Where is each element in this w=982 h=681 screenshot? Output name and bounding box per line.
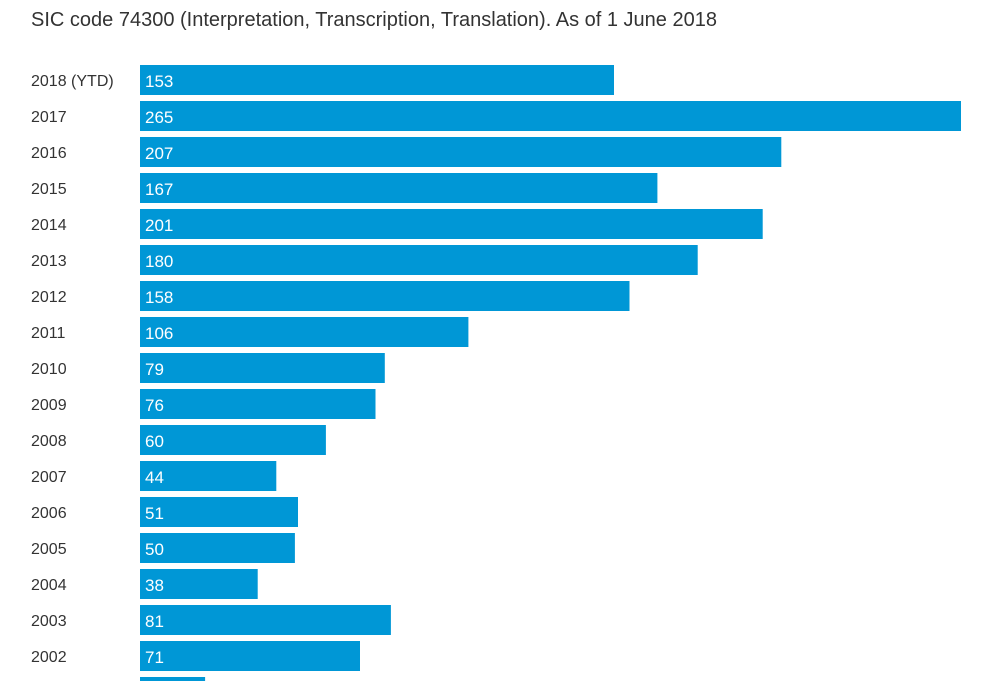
category-label: 2017 (31, 109, 67, 126)
category-label: 2012 (31, 289, 67, 306)
bar-value-label: 81 (145, 612, 164, 631)
bar (140, 641, 360, 671)
bar (140, 353, 385, 383)
category-label: 2002 (31, 649, 67, 666)
category-label: 2004 (31, 577, 67, 594)
bar-value-label: 38 (145, 576, 164, 595)
category-label: 2007 (31, 469, 67, 486)
category-label: 2011 (31, 325, 66, 342)
category-label: 2016 (31, 145, 67, 162)
category-label: 2009 (31, 397, 67, 414)
bar-value-label: 50 (145, 540, 164, 559)
category-label: 2010 (31, 361, 67, 378)
bar (140, 173, 658, 203)
category-label: 2003 (31, 613, 67, 630)
bar (140, 605, 391, 635)
category-label: 2013 (31, 253, 67, 270)
bar (140, 281, 630, 311)
bar-value-label: 79 (145, 360, 164, 379)
bar (140, 569, 258, 599)
bar (140, 209, 763, 239)
bar (140, 677, 206, 681)
bar-value-label: 158 (145, 288, 173, 307)
bar (140, 137, 782, 167)
bar-value-label: 167 (145, 180, 173, 199)
bar (140, 317, 469, 347)
bar-value-label: 153 (145, 72, 173, 91)
bar-value-label: 51 (145, 504, 164, 523)
bar-value-label: 44 (145, 468, 164, 487)
bar-value-label: 180 (145, 252, 173, 271)
bar-value-label: 207 (145, 144, 173, 163)
bar (140, 533, 295, 563)
bar-value-label: 60 (145, 432, 164, 451)
category-label: 2018 (YTD) (31, 73, 114, 90)
bar (140, 461, 277, 491)
category-label: 2006 (31, 505, 67, 522)
bar (140, 101, 961, 131)
bar (140, 245, 698, 275)
bar (140, 65, 614, 95)
bar-value-label: 76 (145, 396, 164, 415)
chart-title: SIC code 74300 (Interpretation, Transcri… (31, 9, 717, 31)
category-label: 2014 (31, 217, 67, 234)
category-label: 2005 (31, 541, 67, 558)
bar (140, 389, 376, 419)
bar-value-label: 71 (145, 648, 164, 667)
category-label: 2008 (31, 433, 67, 450)
bar-value-label: 106 (145, 324, 173, 343)
bar-value-label: 265 (145, 108, 173, 127)
bar (140, 425, 326, 455)
bar (140, 497, 298, 527)
category-label: 2015 (31, 181, 67, 198)
bar-value-label: 201 (145, 216, 173, 235)
